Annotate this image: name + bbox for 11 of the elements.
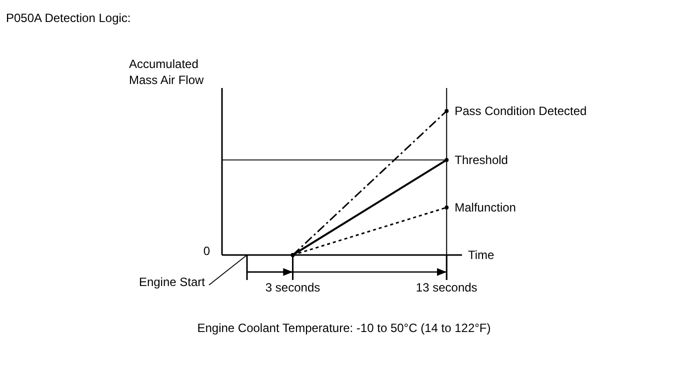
text: P050A Detection Logic: xyxy=(6,11,131,25)
y-axis-title: Accumulated Mass Air Flow xyxy=(129,57,204,87)
x-tick-label: 3 seconds xyxy=(265,280,320,295)
x-tick-label: 13 seconds xyxy=(416,280,478,295)
series-label: Pass Condition Detected xyxy=(454,104,587,118)
text: 0 xyxy=(203,244,210,258)
x-axis-title: Time xyxy=(468,248,495,262)
series-label: Malfunction xyxy=(454,200,516,214)
text: Engine Coolant Temperature: -10 to 50°C (14 to 122°F) xyxy=(197,321,491,335)
series-label: Threshold xyxy=(454,152,508,167)
text: Engine Start xyxy=(138,275,206,289)
